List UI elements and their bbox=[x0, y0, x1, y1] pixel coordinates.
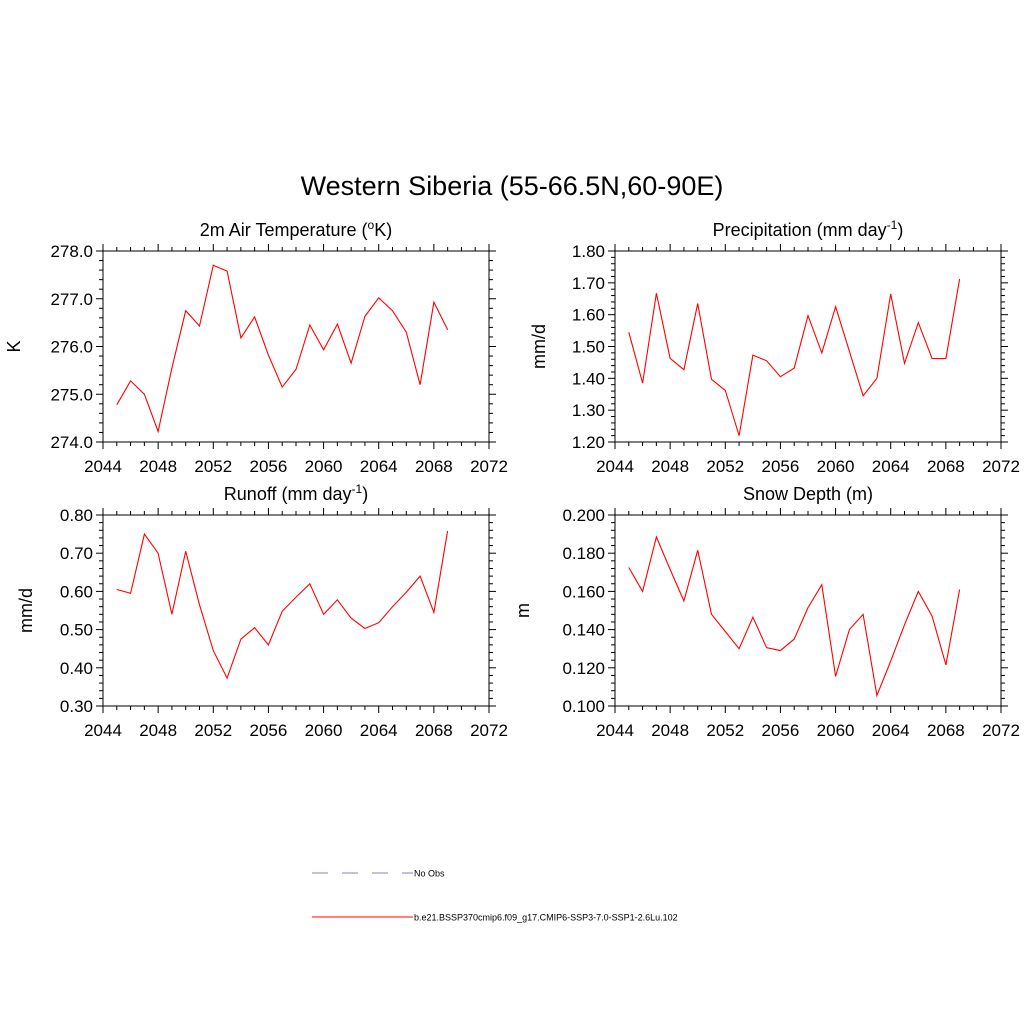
x-tick-label: 2064 bbox=[360, 457, 398, 476]
panel-title-sup: -1 bbox=[887, 218, 898, 232]
y-tick-label: 0.200 bbox=[562, 506, 605, 525]
y-tick-label: 1.70 bbox=[572, 274, 605, 293]
y-axis-label: K bbox=[4, 340, 24, 352]
x-tick-label: 2048 bbox=[139, 457, 177, 476]
x-tick-label: 2072 bbox=[982, 457, 1020, 476]
x-tick-label: 2064 bbox=[872, 721, 910, 740]
y-axis-label: m bbox=[513, 603, 533, 618]
x-tick-label: 2056 bbox=[762, 457, 800, 476]
panel-title-sup: o bbox=[368, 218, 375, 232]
x-tick-label: 2056 bbox=[250, 457, 288, 476]
panels: 2044 2048 2052 2056 2060 2064 2068 2072 274.0 275… bbox=[4, 218, 1020, 740]
y-tick-label: 1.20 bbox=[572, 433, 605, 452]
x-tick-label: 2052 bbox=[194, 457, 232, 476]
panel-title-sup: -1 bbox=[352, 482, 363, 496]
y-tick-label: 0.70 bbox=[60, 544, 93, 563]
y-tick-label: 0.120 bbox=[562, 659, 605, 678]
x-tick-label: 2048 bbox=[139, 721, 177, 740]
x-tick-label: 2068 bbox=[415, 721, 453, 740]
y-tick-label: 1.50 bbox=[572, 338, 605, 357]
y-tick-label: 1.40 bbox=[572, 369, 605, 388]
panel-title-end: ) bbox=[362, 484, 368, 504]
y-tick-label: 1.60 bbox=[572, 306, 605, 325]
figure-title: Western Siberia (55-66.5N,60-90E) bbox=[301, 171, 724, 201]
x-tick-label: 2072 bbox=[982, 721, 1020, 740]
x-tick-label: 2060 bbox=[305, 721, 343, 740]
y-tick-label: 1.80 bbox=[572, 242, 605, 261]
y-tick-label: 0.40 bbox=[60, 659, 93, 678]
y-tick-label: 277.0 bbox=[50, 290, 93, 309]
legend: No Obs b.e21.BSSP370cmip6.f09_g17.CMIP6-… bbox=[312, 869, 678, 923]
x-tick-label: 2068 bbox=[415, 457, 453, 476]
panel-title-main: Precipitation (mm day bbox=[713, 220, 887, 240]
legend-model-label: b.e21.BSSP370cmip6.f09_g17.CMIP6-SSP3-7.… bbox=[414, 913, 678, 923]
x-tick-label: 2072 bbox=[470, 457, 508, 476]
panel-runoff: 2044 2048 2052 2056 2060 2064 2068 2072 0.30 0.40… bbox=[16, 482, 508, 740]
x-tick-label: 2068 bbox=[927, 457, 965, 476]
x-tick-label: 2060 bbox=[305, 457, 343, 476]
plot-frame bbox=[614, 250, 1002, 443]
y-tick-label: 0.180 bbox=[562, 544, 605, 563]
x-tick-label: 2064 bbox=[360, 721, 398, 740]
panel-title-main: Snow Depth (m) bbox=[743, 484, 873, 504]
x-tick-label: 2056 bbox=[250, 721, 288, 740]
y-tick-label: 0.60 bbox=[60, 582, 93, 601]
series-line bbox=[628, 535, 961, 698]
panel-title: Snow Depth (m) bbox=[743, 484, 873, 504]
x-tick-label: 2072 bbox=[470, 721, 508, 740]
series-line bbox=[116, 264, 449, 434]
panel-title-end: K) bbox=[374, 220, 392, 240]
panel-title: Runoff (mm day-1) bbox=[224, 482, 368, 504]
x-tick-label: 2064 bbox=[872, 457, 910, 476]
x-tick-label: 2060 bbox=[817, 721, 855, 740]
x-tick-label: 2048 bbox=[651, 457, 689, 476]
x-tick-label: 2056 bbox=[762, 721, 800, 740]
y-axis-label: mm/d bbox=[16, 588, 36, 633]
x-tick-label: 2044 bbox=[84, 457, 122, 476]
y-tick-label: 0.140 bbox=[562, 621, 605, 640]
x-tick-label: 2044 bbox=[84, 721, 122, 740]
y-tick-label: 276.0 bbox=[50, 338, 93, 357]
panel-temp: 2044 2048 2052 2056 2060 2064 2068 2072 274.0 275… bbox=[4, 218, 508, 476]
y-tick-label: 0.50 bbox=[60, 621, 93, 640]
x-tick-label: 2048 bbox=[651, 721, 689, 740]
panel-title-main: Runoff (mm day bbox=[224, 484, 352, 504]
y-axis-label: mm/d bbox=[529, 324, 549, 369]
panel-title: 2m Air Temperature (oK) bbox=[200, 218, 392, 240]
y-tick-label: 0.100 bbox=[562, 697, 605, 716]
x-tick-label: 2068 bbox=[927, 721, 965, 740]
x-tick-label: 2060 bbox=[817, 457, 855, 476]
panel-title-main: 2m Air Temperature ( bbox=[200, 220, 368, 240]
y-tick-label: 278.0 bbox=[50, 242, 93, 261]
panel-snow: 2044 2048 2052 2056 2060 2064 2068 2072 0.100 0.1… bbox=[513, 484, 1020, 740]
plot-frame bbox=[102, 514, 490, 707]
y-tick-label: 0.160 bbox=[562, 582, 605, 601]
x-tick-label: 2044 bbox=[596, 457, 634, 476]
panel-precip: 2044 2048 2052 2056 2060 2064 2068 2072 1.20 1.30… bbox=[529, 218, 1020, 476]
series-line bbox=[628, 278, 961, 436]
plot-frame bbox=[614, 514, 1002, 707]
x-tick-label: 2052 bbox=[706, 721, 744, 740]
y-tick-label: 275.0 bbox=[50, 385, 93, 404]
x-tick-label: 2052 bbox=[706, 457, 744, 476]
panel-title: Precipitation (mm day-1) bbox=[713, 218, 904, 240]
x-tick-label: 2052 bbox=[194, 721, 232, 740]
y-tick-label: 274.0 bbox=[50, 433, 93, 452]
legend-obs-label: No Obs bbox=[414, 869, 445, 879]
y-tick-label: 1.30 bbox=[572, 401, 605, 420]
x-tick-label: 2044 bbox=[596, 721, 634, 740]
y-tick-label: 0.30 bbox=[60, 697, 93, 716]
y-tick-label: 0.80 bbox=[60, 506, 93, 525]
panel-title-end: ) bbox=[897, 220, 903, 240]
plot-frame bbox=[102, 250, 490, 443]
series-line bbox=[116, 530, 449, 680]
